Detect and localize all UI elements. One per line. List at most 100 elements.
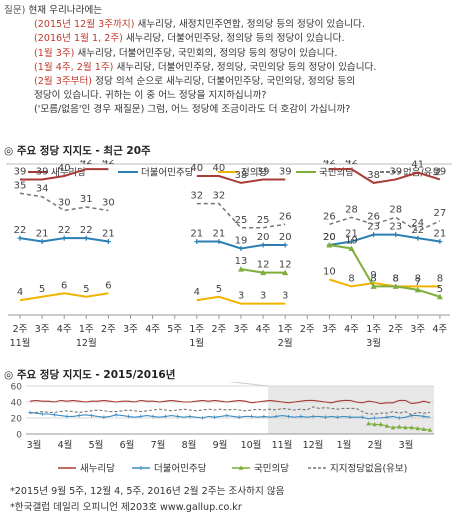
chart2-legend-label: 새누리당 bbox=[80, 464, 115, 475]
chart1-data-label: 40 bbox=[58, 163, 71, 174]
chart1-series-line bbox=[329, 244, 441, 298]
chart1-data-label: 40 bbox=[190, 163, 203, 174]
chart2-y-tick-label: 60 bbox=[11, 383, 23, 393]
chart1-data-point bbox=[282, 269, 289, 276]
chart2-data-point bbox=[126, 414, 131, 419]
chart1-x-tick-label: 2주 bbox=[388, 324, 403, 335]
question-line: 정당이 있습니다. 귀하는 이 중 어느 정당을 지지하십니까? bbox=[4, 89, 452, 103]
question-text-post: 새누리당, 더불어민주당, 정의당, 국민의당 등의 정당이 있습니다. bbox=[113, 61, 377, 73]
chart2-x-tick-label: 9월 bbox=[213, 439, 228, 451]
chart1-data-point bbox=[238, 266, 244, 272]
chart1-data-label: 3 bbox=[260, 291, 266, 302]
chart2-data-point bbox=[298, 414, 303, 419]
chart1-data-point bbox=[260, 242, 266, 248]
chart1-legend-label: 국민의당 bbox=[319, 168, 354, 179]
chart1-series-line bbox=[20, 168, 109, 181]
chart1-series-line bbox=[329, 233, 441, 246]
chart1-series-line bbox=[196, 175, 286, 184]
chart1-data-label: 34 bbox=[36, 184, 49, 195]
chart1-x-tick-label: 3주 bbox=[410, 324, 425, 335]
chart1-data-label: 24 bbox=[411, 218, 424, 229]
chart1-data-point bbox=[39, 239, 45, 245]
question-line: ('모름/없음'인 경우 재질문) 그럼, 어느 정당에 조금이라도 더 호감이… bbox=[4, 103, 452, 117]
chart1-data-label: 40 bbox=[213, 163, 226, 174]
chart2-x-tick-label: 4월 bbox=[58, 439, 73, 451]
chart1-data-point bbox=[349, 239, 354, 245]
chart1-data-point bbox=[348, 245, 355, 251]
chart1-data-label: 25 bbox=[235, 215, 248, 226]
chart2-zoom-link bbox=[227, 382, 269, 387]
chart2-data-point bbox=[163, 414, 168, 419]
question-line: 질문) 현재 우리나라에는 bbox=[4, 4, 452, 18]
question-tag: 질문) bbox=[4, 5, 29, 16]
chart1-data-label: 42 bbox=[102, 160, 115, 167]
chart1-data-point bbox=[437, 239, 443, 245]
chart1-month-label: 3월 bbox=[366, 337, 381, 349]
chart1-x-tick-label: 1주 bbox=[189, 324, 204, 335]
chart1-data-label: 6 bbox=[105, 280, 111, 291]
chart1-series-line bbox=[329, 278, 440, 288]
chart1-data-point bbox=[194, 239, 200, 245]
chart1-title-icon: ◎ bbox=[4, 145, 14, 157]
chart1-data-label: 30 bbox=[102, 198, 115, 209]
chart1-data-label: 42 bbox=[323, 160, 336, 167]
chart2-x-tick-label: 10월 bbox=[241, 439, 262, 451]
chart1-data-label: 12 bbox=[279, 260, 292, 271]
chart1-data-label: 4 bbox=[17, 287, 23, 298]
chart1-data-label: 21 bbox=[213, 229, 226, 240]
chart1-x-tick-label: 2주 bbox=[212, 324, 227, 335]
chart1-data-point bbox=[83, 235, 89, 241]
chart1-data-label: 39 bbox=[389, 166, 402, 177]
chart2-data-point bbox=[200, 416, 205, 420]
chart2-data-point bbox=[385, 415, 389, 419]
chart1-series-line bbox=[19, 292, 109, 302]
chart1-data-label: 8 bbox=[393, 273, 399, 284]
question-text-post: 새누리당, 새정치민주연합, 정의당 등의 정당이 있습니다. bbox=[134, 19, 365, 31]
chart2-data-point bbox=[335, 415, 340, 419]
chart2-data-point bbox=[360, 415, 365, 419]
chart2-x-tick-label: 3월 bbox=[399, 439, 414, 451]
chart1-legend-label: 없음/유보 bbox=[403, 167, 441, 179]
chart2-data-point bbox=[114, 413, 118, 417]
footnote: *2015년 9월 5주, 12월 4, 5주, 2016년 2월 2주는 조사… bbox=[10, 484, 285, 516]
chart2-data-point bbox=[188, 414, 192, 419]
question-text-pre: ('모름/없음'인 경우 재질문) 그럼, 어느 정당에 조금이라도 더 호감이… bbox=[34, 104, 351, 116]
chart2-x-tick-label: 6월 bbox=[120, 439, 135, 451]
chart2-data-point bbox=[28, 410, 32, 415]
chart1-data-label: 22 bbox=[80, 225, 93, 236]
chart2-data-point bbox=[138, 414, 143, 419]
chart1-data-point bbox=[393, 232, 399, 238]
chart1-data-label: 10 bbox=[323, 267, 336, 278]
chart2-data-point bbox=[372, 421, 377, 427]
question-line: (2월 3주부터) 정당 의석 순으로 새누리당, 더불어민주당, 국민의당, … bbox=[4, 75, 452, 89]
question-text-red: (2월 3주부터) bbox=[34, 76, 93, 88]
chart2-data-point bbox=[366, 421, 371, 426]
chart2-data-point bbox=[40, 412, 45, 416]
chart1-month-label: 11월 bbox=[10, 337, 31, 349]
chart2-data-point bbox=[237, 415, 242, 419]
chart1-data-label: 20 bbox=[279, 232, 292, 243]
chart1-data-label: 39 bbox=[36, 166, 49, 177]
chart1-month-label: 12월 bbox=[76, 337, 97, 349]
chart1-data-label: 8 bbox=[370, 273, 376, 284]
chart1-data-label: 21 bbox=[190, 229, 203, 240]
chart1-data-label: 26 bbox=[367, 211, 380, 222]
chart1-data-point bbox=[105, 239, 111, 245]
chart1-data-point bbox=[260, 269, 267, 276]
chart1-x-tick-label: 2주 bbox=[101, 324, 116, 335]
chart1-data-label: 28 bbox=[345, 204, 358, 215]
chart1-data-label: 41 bbox=[411, 160, 424, 171]
question-text-red: (1월 3주) bbox=[34, 47, 75, 59]
chart2-data-point bbox=[274, 414, 278, 419]
chart1-data-label: 19 bbox=[345, 235, 358, 246]
chart2-legend-label: 지지정당없음(유보) bbox=[330, 463, 407, 475]
chart1-series-line bbox=[329, 216, 441, 233]
chart1-data-point bbox=[371, 232, 377, 238]
chart1-x-tick-label: 1주 bbox=[278, 324, 293, 335]
chart1-x-tick-label: 1주 bbox=[366, 324, 381, 335]
chart1-month-label: 2월 bbox=[278, 337, 293, 349]
chart2-data-point bbox=[384, 423, 390, 428]
chart1-data-point bbox=[415, 235, 421, 241]
chart1-data-label: 26 bbox=[279, 211, 292, 222]
chart2-data-point bbox=[212, 415, 217, 419]
